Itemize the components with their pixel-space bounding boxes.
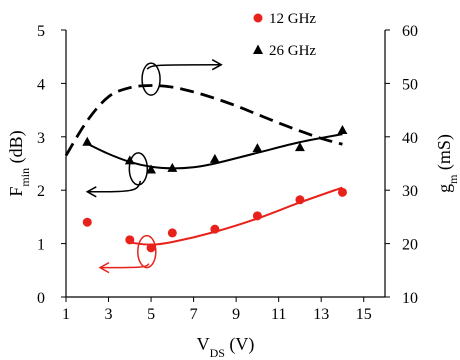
point-26-ghz <box>252 143 263 153</box>
trend-line-12-ghz <box>129 186 343 246</box>
annotation-arrow-head <box>211 59 223 71</box>
legend: 12 GHz 26 GHz <box>253 11 316 59</box>
legend-label: 12 GHz <box>269 11 316 27</box>
x-tick-label: 7 <box>190 306 198 323</box>
annotation-arrow-line <box>100 263 150 269</box>
y-left-tick-label: 2 <box>37 183 45 200</box>
point-12-ghz <box>125 235 135 245</box>
legend-marker-circle <box>253 13 263 23</box>
annotation-ellipse <box>141 62 161 96</box>
y-left-tick-label: 0 <box>37 290 45 307</box>
point-26-ghz <box>82 136 93 146</box>
point-26-ghz <box>146 164 157 174</box>
series-layer <box>64 84 348 253</box>
annotation-arrow-head <box>98 261 110 274</box>
trend-line-26-ghz <box>86 133 343 170</box>
x-tick-label: 3 <box>105 306 113 323</box>
annotation-arrow-line <box>146 63 222 70</box>
point-26-ghz <box>209 153 220 163</box>
point-12-ghz <box>210 224 220 234</box>
x-axis-title: VDS (V) <box>197 334 255 360</box>
point-12-ghz <box>167 228 177 238</box>
y-right-tick-label: 60 <box>402 23 418 40</box>
point-12-ghz <box>295 195 305 205</box>
y-right-tick-label: 40 <box>402 130 418 147</box>
point-26-ghz <box>294 142 305 152</box>
y-right-tick-label: 30 <box>402 183 418 200</box>
annotation-ellipse <box>137 234 157 269</box>
y-right-tick-label: 10 <box>402 290 418 307</box>
trend-line-g-m <box>64 84 343 157</box>
y-left-tick-label: 1 <box>37 237 45 254</box>
y-right-tick-label: 20 <box>402 237 418 254</box>
axes-layer <box>61 29 390 302</box>
point-12-ghz <box>82 217 92 227</box>
x-tick-label: 11 <box>271 306 286 323</box>
legend-marker-triangle <box>253 44 263 54</box>
x-tick-label: 1 <box>62 306 70 323</box>
x-tick-label: 9 <box>232 306 240 323</box>
point-26-ghz <box>167 162 178 172</box>
x-tick-label: 5 <box>147 306 155 323</box>
y-right-axis-title: gm (mS) <box>434 134 460 193</box>
y-left-tick-label: 3 <box>37 130 45 147</box>
y-right-tick-label: 50 <box>402 76 418 93</box>
point-26-ghz <box>124 155 135 165</box>
annotation-ellipse <box>128 152 149 186</box>
y-left-tick-label: 4 <box>37 76 45 93</box>
annotation-layer <box>85 59 223 274</box>
point-12-ghz <box>252 211 262 221</box>
point-12-ghz <box>146 243 156 253</box>
x-tick-label: 15 <box>356 306 372 323</box>
y-left-axis-title: Fmin (dB) <box>6 130 32 196</box>
x-tick-label: 13 <box>313 306 329 323</box>
annotation-arrow-head <box>85 186 97 198</box>
y-left-tick-label: 5 <box>37 23 45 40</box>
axis-titles-layer: VDS (V) Fmin (dB) gm (mS) <box>6 130 460 360</box>
point-12-ghz <box>337 187 347 197</box>
legend-label: 26 GHz <box>269 43 316 59</box>
point-26-ghz <box>337 124 348 134</box>
annotation-arrow-line <box>87 180 142 193</box>
